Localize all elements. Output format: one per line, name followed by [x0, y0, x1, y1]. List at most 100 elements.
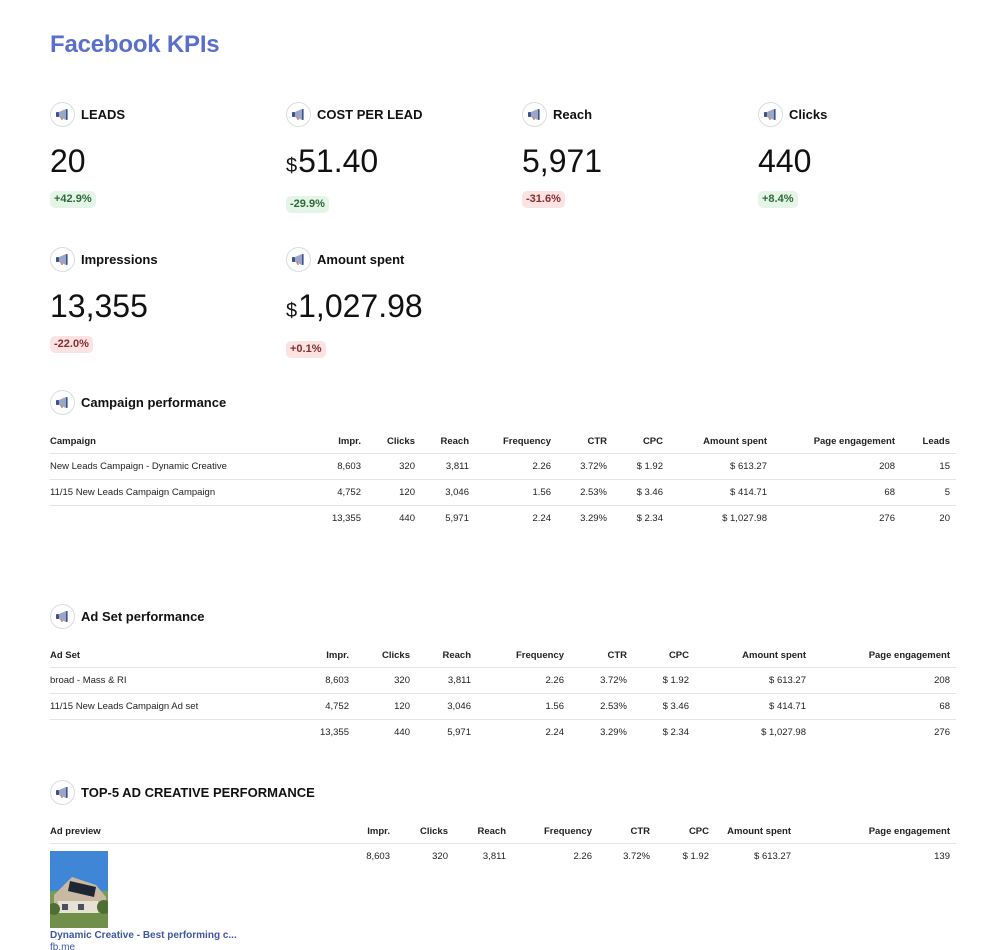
- table-cell: 3.72%: [570, 667, 633, 694]
- column-header[interactable]: Reach: [454, 823, 512, 844]
- table-total-row: 13,355 440 5,971 2.24 3.29% $ 2.34 $ 1,027.98 2…: [50, 505, 956, 531]
- column-header[interactable]: Frequency: [477, 647, 570, 668]
- megaphone-icon: [50, 389, 75, 415]
- table-cell: 4,752: [280, 693, 355, 720]
- kpi-label: Amount spent: [317, 251, 405, 267]
- table-cell: $ 3.46: [633, 693, 695, 720]
- adset-performance-header: Ad Set performance: [50, 603, 956, 629]
- megaphone-icon: [522, 101, 547, 127]
- kpi-header: Clicks: [758, 101, 988, 127]
- table-cell: $ 414.71: [669, 479, 773, 506]
- table-cell: 3.72%: [623, 850, 650, 862]
- adset-performance-section: Ad Set performance Ad Set Impr. Clicks Reac…: [50, 603, 956, 745]
- table-cell: 139: [934, 850, 950, 862]
- kpi-header: LEADS: [50, 101, 280, 127]
- kpi-card: COST PER LEAD $51.40 -29.9%: [286, 101, 516, 213]
- column-header[interactable]: Reach: [421, 433, 475, 454]
- kpi-card: Impressions 13,355 -22.0%: [50, 246, 280, 353]
- kpi-card: Clicks 440 +8.4%: [758, 101, 988, 208]
- table-cell: $ 613.27: [695, 667, 812, 694]
- table-cell: $ 613.27: [669, 453, 773, 480]
- table-cell: 68: [812, 693, 956, 720]
- column-header[interactable]: Impr.: [294, 433, 367, 454]
- campaign-performance-header: Campaign performance: [50, 389, 956, 415]
- kpi-value: $51.40: [286, 143, 516, 184]
- table-cell: 320: [367, 453, 421, 480]
- ad-preview-image[interactable]: [50, 850, 108, 928]
- kpi-change-badge: -31.6%: [522, 191, 565, 208]
- column-header[interactable]: Amount spent: [715, 823, 797, 844]
- kpi-card: Amount spent $1,027.98 +0.1%: [286, 246, 516, 358]
- column-header[interactable]: Frequency: [512, 823, 598, 844]
- table-cell: $ 414.71: [695, 693, 812, 720]
- table-cell: 3,046: [416, 693, 477, 720]
- table-cell: 15: [901, 453, 956, 480]
- column-header[interactable]: CPC: [613, 433, 669, 454]
- kpi-label: Reach: [553, 106, 593, 122]
- table-cell: broad - Mass & RI: [50, 667, 280, 694]
- column-header[interactable]: Leads: [901, 433, 956, 454]
- column-header[interactable]: CPC: [656, 823, 715, 844]
- column-header[interactable]: Page engagement: [797, 823, 956, 844]
- column-header[interactable]: Clicks: [367, 433, 421, 454]
- kpi-header: Impressions: [50, 246, 280, 272]
- table-cell: 2.26: [475, 453, 557, 480]
- column-header[interactable]: Clicks: [355, 647, 416, 668]
- adset-table: Ad Set Impr. Clicks Reach Frequency CTR CPC Amo…: [50, 647, 956, 745]
- ad-url-link[interactable]: fb.me: [50, 941, 76, 950]
- kpi-change-badge: +8.4%: [758, 191, 798, 208]
- column-header[interactable]: Page engagement: [812, 647, 956, 668]
- table-cell: 2.24: [532, 512, 552, 524]
- megaphone-icon: [758, 101, 783, 127]
- column-header[interactable]: Campaign: [50, 433, 294, 454]
- table-cell: [50, 719, 280, 745]
- ad-preview-cell: Dynamic Creative - Best performing c... f…: [50, 843, 321, 950]
- column-header[interactable]: CTR: [557, 433, 613, 454]
- table-header-row: Campaign Impr. Clicks Reach Frequency CTR CPC A…: [50, 433, 956, 454]
- megaphone-icon: [286, 246, 311, 272]
- column-header[interactable]: Amount spent: [669, 433, 773, 454]
- table-cell: $ 1,027.98: [722, 512, 767, 524]
- kpi-label: LEADS: [81, 106, 126, 122]
- table-cell: 440: [394, 726, 410, 738]
- column-header[interactable]: Clicks: [396, 823, 454, 844]
- table-cell: 1.56: [475, 479, 557, 506]
- table-cell: 3.29%: [600, 726, 627, 738]
- column-header[interactable]: Ad Set: [50, 647, 280, 668]
- table-cell: 208: [812, 667, 956, 694]
- megaphone-icon: [286, 101, 311, 127]
- table-cell: 11/15 New Leads Campaign Ad set: [50, 693, 280, 720]
- kpi-card: Reach 5,971 -31.6%: [522, 101, 752, 208]
- column-header[interactable]: CTR: [570, 647, 633, 668]
- table-cell: 5,971: [445, 512, 469, 524]
- table-cell: 5: [901, 479, 956, 506]
- column-header[interactable]: Impr.: [321, 823, 396, 844]
- column-header[interactable]: Impr.: [280, 647, 355, 668]
- table-row: 11/15 New Leads Campaign Ad set 4,752 120 3…: [50, 693, 956, 720]
- column-header[interactable]: Amount spent: [695, 647, 812, 668]
- column-header[interactable]: CPC: [633, 647, 695, 668]
- kpi-number: 13,355: [50, 288, 148, 324]
- table-cell: 120: [355, 693, 416, 720]
- campaign-performance-title: Campaign performance: [81, 394, 227, 410]
- column-header[interactable]: Reach: [416, 647, 477, 668]
- table-cell: 3,811: [416, 667, 477, 694]
- kpi-label: Impressions: [81, 251, 158, 267]
- campaign-performance-section: Campaign performance Campaign Impr. Clicks…: [50, 389, 956, 531]
- column-header[interactable]: Page engagement: [773, 433, 901, 454]
- table-cell: $ 1.92: [613, 453, 669, 480]
- column-header[interactable]: CTR: [598, 823, 656, 844]
- column-header[interactable]: Frequency: [475, 433, 557, 454]
- table-cell: $ 2.34: [636, 512, 663, 524]
- table-cell: New Leads Campaign - Dynamic Creative: [50, 453, 294, 480]
- ad-name-link[interactable]: Dynamic Creative - Best performing c...: [50, 929, 237, 941]
- table-cell: $ 613.27: [754, 850, 791, 862]
- megaphone-icon: [50, 246, 75, 272]
- table-cell: 2.53%: [557, 479, 613, 506]
- table-cell: 3.72%: [557, 453, 613, 480]
- column-header[interactable]: Ad preview: [50, 823, 321, 844]
- table-cell: [50, 505, 294, 531]
- table-row: 11/15 New Leads Campaign Campaign 4,752 12…: [50, 479, 956, 506]
- kpi-label: Clicks: [789, 106, 828, 122]
- kpi-change-badge: +42.9%: [50, 191, 96, 208]
